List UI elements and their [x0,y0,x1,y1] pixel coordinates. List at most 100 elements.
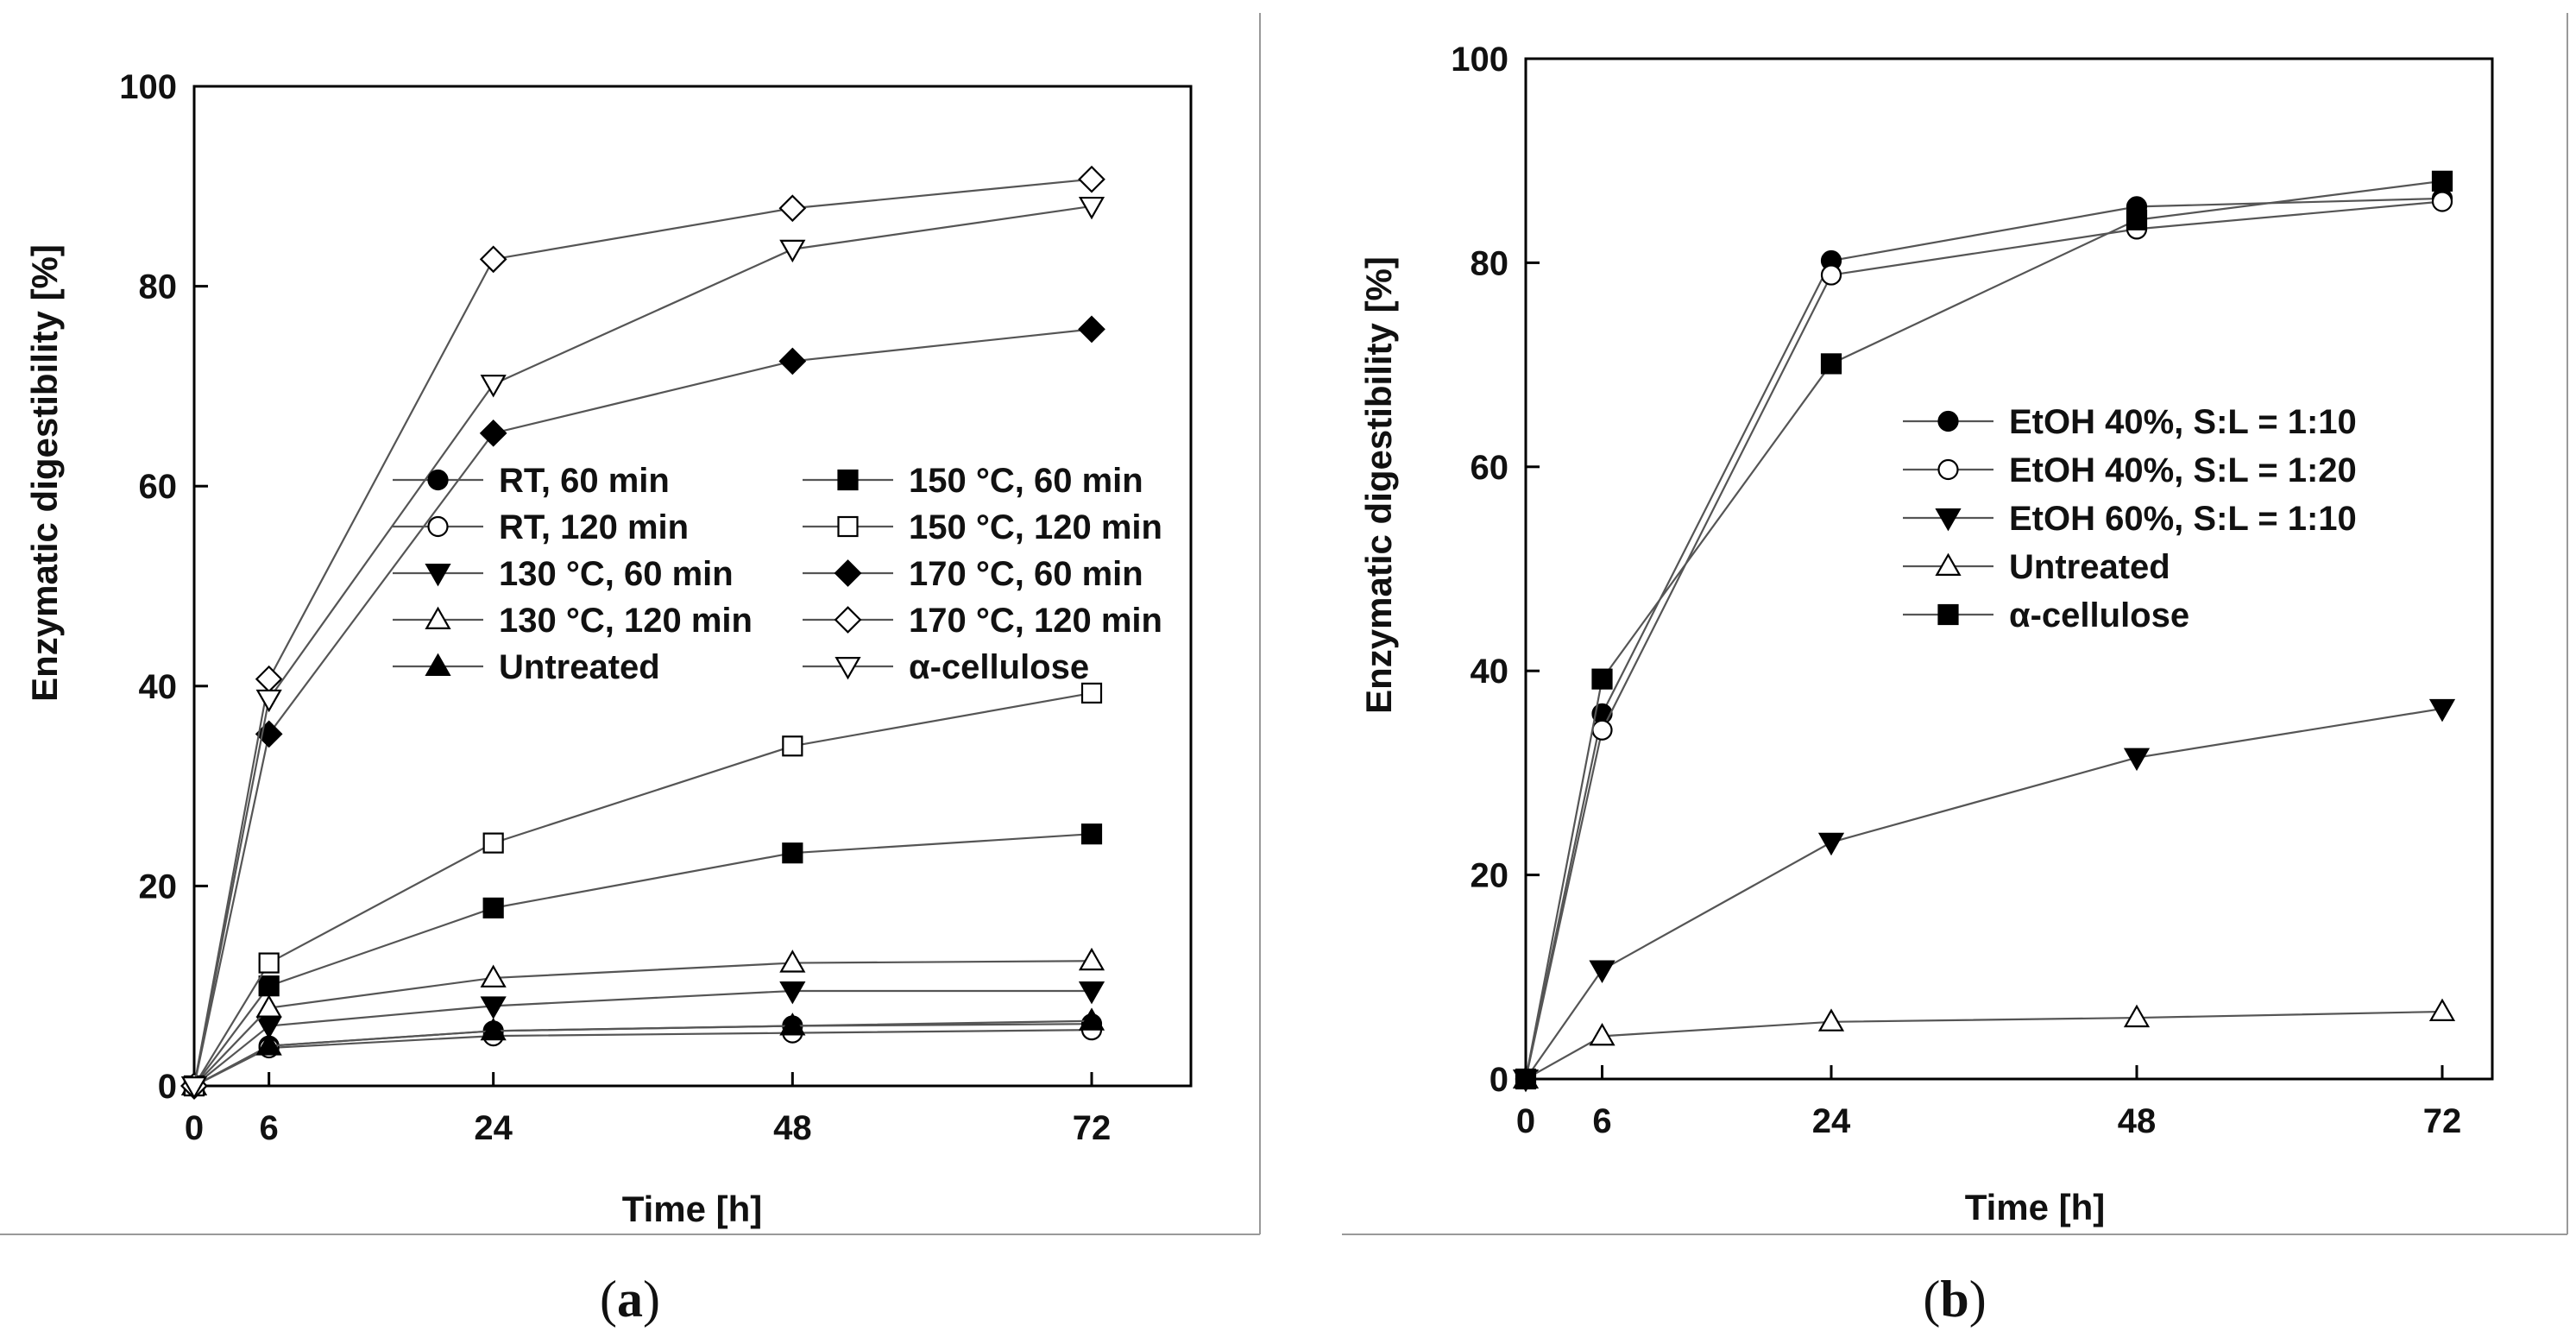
chart-panel-a: 0 20 40 60 80 100 0 6 24 48 72 RT, 60 min RT, 120 m… [0,13,1261,1328]
data-point [778,194,807,223]
legend-marker [837,469,859,491]
data-point [1078,981,1105,1005]
legend-item: 130 °C, 120 min [393,602,753,640]
legend-item: RT, 120 min [393,508,689,546]
legend-marker [834,606,862,634]
data-point [778,347,807,375]
series-cellulose [180,196,1105,1100]
y-tick-label: 60 [139,468,178,506]
data-point [1078,1007,1105,1031]
data-point [255,994,282,1018]
panel-b-x-axis-title: Time [h] [1965,1187,2106,1227]
panel-b-plot-frame [1524,57,2494,1081]
legend-marker [427,515,449,538]
y-tick-label: 40 [1471,653,1509,691]
data-point [255,689,282,713]
x-tick-label: 6 [1592,1102,1611,1140]
data-point [255,1032,282,1056]
data-point [2428,698,2456,722]
legend-item: 170 °C, 60 min [803,555,1143,593]
y-tick-label: 0 [158,1068,177,1106]
panel-b-y-axis-title: Enzymatic digestibility [%] [1358,256,1399,714]
data-point [1078,196,1105,220]
y-tick-label: 0 [1490,1061,1508,1099]
x-tick-label: 0 [185,1109,204,1147]
data-point [1820,353,1842,375]
data-point [2123,748,2151,772]
panel-a-y-axis-title: Enzymatic digestibility [%] [24,244,65,702]
legend-item: α-cellulose [1903,596,2189,634]
data-point [1591,719,1613,741]
legend-item: RT, 60 min [393,462,670,500]
legend-marker [834,559,862,587]
legend-label: 150 °C, 60 min [909,462,1143,500]
data-point [180,1076,208,1100]
legend-item: 150 °C, 60 min [803,462,1143,500]
legend-label: 170 °C, 120 min [909,602,1162,640]
data-point [2126,209,2148,230]
y-tick-label: 20 [1471,857,1509,895]
legend-label: 130 °C, 120 min [499,602,753,640]
legend-label: Untreated [499,648,660,686]
data-point [258,975,280,997]
data-point [480,1017,507,1041]
data-point [1820,264,1842,286]
data-point [2431,191,2453,212]
y-tick-label: 60 [1471,449,1509,487]
y-tick-label: 40 [139,668,178,706]
legend-item: Untreated [393,648,660,686]
legend-label: α-cellulose [2009,596,2189,634]
panel-b-label: (b) [1923,1271,1986,1328]
legend-label: Untreated [2009,548,2170,586]
data-point [1591,668,1613,690]
data-point [782,842,803,864]
data-point [480,996,507,1019]
panel-a-plot-frame [192,85,1193,1088]
legend-marker [425,606,451,630]
x-tick-label: 6 [260,1109,279,1147]
x-tick-label: 24 [474,1109,513,1147]
data-point [258,952,280,974]
legend-label: 170 °C, 60 min [909,555,1143,593]
data-point [1080,682,1103,704]
data-point [1589,960,1616,983]
x-tick-label: 48 [773,1109,812,1147]
legend-item: EtOH 60%, S:L = 1:10 [1903,500,2357,538]
data-point [779,981,806,1005]
data-point [1515,1068,1537,1090]
y-tick-label: 100 [1451,41,1508,79]
data-point [482,832,504,854]
x-tick-label: 72 [1073,1109,1112,1147]
legend-marker [835,656,861,680]
data-point [2428,998,2456,1021]
data-point [1078,165,1105,193]
legend-label: EtOH 60%, S:L = 1:10 [2009,500,2357,538]
panel-a-label: (a) [600,1271,660,1328]
data-point [479,419,507,447]
legend-item: EtOH 40%, S:L = 1:20 [1903,451,2357,489]
panel-a-x-axis-title: Time [h] [622,1189,763,1229]
legend-item: EtOH 40%, S:L = 1:10 [1903,403,2357,441]
data-point [2431,170,2453,192]
legend-marker [1935,552,1962,577]
legend-marker [837,515,859,538]
legend-item: 150 °C, 120 min [803,508,1162,546]
legend-label: EtOH 40%, S:L = 1:20 [2009,451,2357,489]
legend-item: 130 °C, 60 min [393,555,734,593]
data-point [1817,1008,1845,1032]
data-point [1080,823,1103,845]
data-point [779,950,806,973]
x-tick-label: 48 [2118,1102,2157,1140]
legend-label: 130 °C, 60 min [499,555,734,593]
data-point [2123,1004,2151,1028]
legend-item: Untreated [1903,548,2170,586]
legend-label: 150 °C, 120 min [909,508,1162,546]
x-tick-label: 24 [1812,1102,1851,1140]
data-point [1078,947,1105,971]
chart-panel-b: 0 20 40 60 80 100 0 6 24 48 72 EtOH 40%, S:L = 1:1… [1342,13,2568,1328]
data-point [482,897,504,918]
data-point [779,1013,806,1036]
x-tick-label: 0 [1516,1102,1535,1140]
legend-marker [425,653,451,677]
legend-label: RT, 120 min [499,508,689,546]
